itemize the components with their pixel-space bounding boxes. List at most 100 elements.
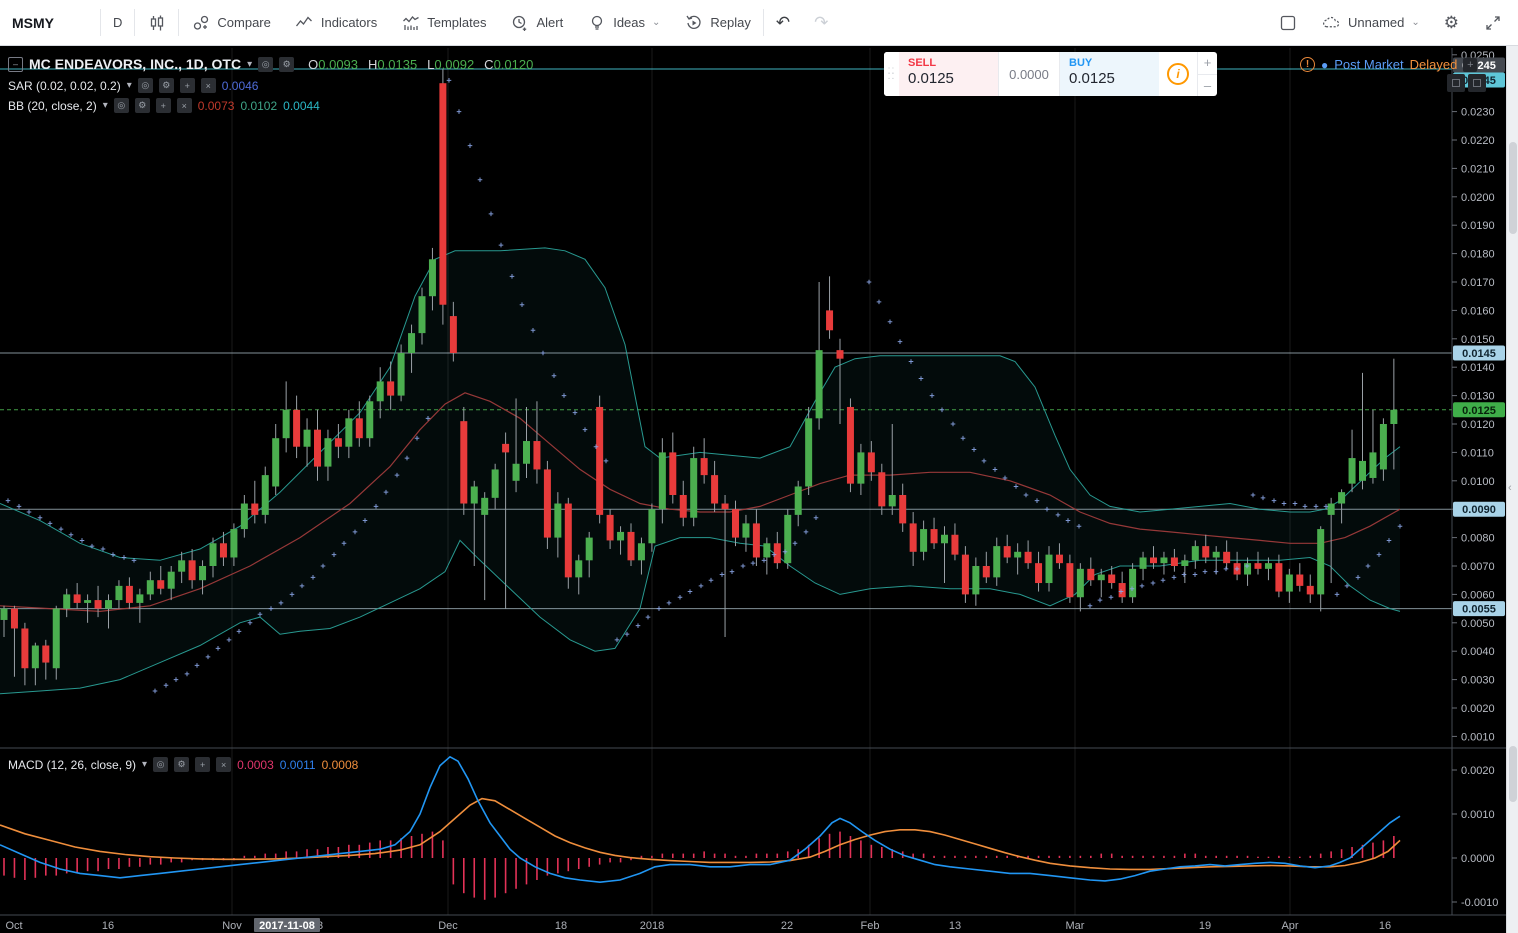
chart-area[interactable]: 0.02500.02400.02300.02200.02100.02000.01… (0, 46, 1518, 933)
eye-icon[interactable]: ◎ (258, 57, 273, 72)
gear-icon[interactable]: ⚙ (159, 78, 174, 93)
post-market-label: Post Market (1334, 57, 1403, 72)
scale-mode-button[interactable] (1468, 74, 1486, 92)
candle-up (1380, 424, 1387, 469)
candle-up (377, 381, 384, 401)
chart-canvas[interactable]: 0.02500.02400.02300.02200.02100.02000.01… (0, 0, 1518, 933)
save-layout-button[interactable]: Unnamed ⌄ (1310, 0, 1432, 45)
candle-down (878, 472, 885, 506)
sar-dot (1098, 598, 1103, 603)
add-icon[interactable]: + (180, 78, 195, 93)
eye-icon[interactable]: ◎ (114, 98, 129, 113)
scale-mode-button[interactable] (1447, 74, 1465, 92)
candle-down (335, 438, 342, 447)
sar-dot (867, 280, 872, 285)
chart-properties-button[interactable]: ⚙ (1432, 0, 1471, 45)
candle-down (544, 469, 551, 537)
add-icon[interactable]: + (195, 757, 210, 772)
candle-up (1014, 552, 1021, 558)
redo-button[interactable]: ↷ (802, 0, 840, 45)
scrollbar-thumb[interactable] (1509, 142, 1517, 234)
ideas-button[interactable]: Ideas ⌄ (575, 0, 672, 45)
sar-dot (248, 621, 253, 626)
add-icon[interactable]: + (156, 98, 171, 113)
templates-icon (401, 13, 420, 32)
interval-button[interactable]: D (101, 0, 134, 45)
candle-up (168, 572, 175, 589)
gear-icon[interactable]: ⚙ (135, 98, 150, 113)
bb-label[interactable]: BB (20, close, 2) (8, 99, 97, 113)
candle-up (857, 452, 864, 483)
eye-icon[interactable]: ◎ (153, 757, 168, 772)
sar-dot (489, 212, 494, 217)
undo-button[interactable]: ↶ (764, 0, 802, 45)
candle-down (1150, 557, 1157, 563)
gear-icon[interactable]: ⚙ (174, 757, 189, 772)
macd-label[interactable]: MACD (12, 26, close, 9) (8, 758, 136, 772)
buy-button[interactable]: BUY 0.0125 (1060, 52, 1159, 96)
chart-title[interactable]: MC ENDEAVORS, INC., 1D, OTC (29, 56, 241, 72)
price-scale-quick-buttons (1447, 74, 1486, 92)
indicators-button[interactable]: Indicators (283, 0, 389, 45)
candle-down (722, 504, 729, 510)
delayed-badge[interactable]: Delayed (1410, 57, 1458, 72)
sar-dot (237, 629, 242, 634)
candle-up (816, 350, 823, 418)
close-icon[interactable]: × (177, 98, 192, 113)
price-axis[interactable] (1452, 48, 1506, 915)
sar-dot (1151, 581, 1156, 586)
close-icon[interactable]: × (216, 757, 231, 772)
candle-up (795, 486, 802, 514)
alert-button[interactable]: Alert (498, 0, 575, 45)
layout-button[interactable] (1267, 0, 1310, 45)
browser-scrollbar[interactable]: ‹ (1506, 46, 1518, 933)
sar-label[interactable]: SAR (0.02, 0.02, 0.2) (8, 79, 121, 93)
fullscreen-button[interactable] (1471, 0, 1518, 45)
legend-menu-icon[interactable]: – (8, 57, 23, 72)
candle-down (607, 515, 614, 541)
candle-up (84, 600, 91, 603)
candle-down (1275, 563, 1282, 591)
increase-button[interactable]: + (1198, 52, 1217, 75)
candle-up (32, 646, 39, 669)
fullscreen-icon (1483, 13, 1502, 32)
candle-down (251, 504, 258, 515)
main-series-legend: – MC ENDEAVORS, INC., 1D, OTC ▾ ◎ ⚙ O0.0… (8, 56, 533, 72)
sar-dot (1088, 603, 1093, 608)
data-problem-icon[interactable]: ! (1300, 57, 1315, 72)
eye-icon[interactable]: ◎ (138, 78, 153, 93)
square-icon (1473, 79, 1481, 87)
trading-info-button[interactable]: i (1159, 52, 1197, 96)
compare-button[interactable]: Compare (179, 0, 282, 45)
sar-dot (751, 561, 756, 566)
templates-button[interactable]: Templates (389, 0, 498, 45)
candle-up (1181, 560, 1188, 566)
macd-hist-value: 0.0003 (237, 758, 274, 772)
candle-down (983, 566, 990, 577)
time-axis[interactable] (0, 915, 1506, 933)
add-alert-plus-icon[interactable]: + (1463, 58, 1477, 72)
sell-button[interactable]: SELL 0.0125 (899, 52, 998, 96)
scrollbar-thumb[interactable] (1509, 746, 1517, 802)
candle-up (1213, 552, 1220, 558)
sar-dot (499, 243, 504, 248)
templates-label: Templates (427, 15, 486, 30)
candle-up (304, 430, 311, 447)
symbol-button[interactable]: MSMY (0, 0, 100, 45)
replay-button[interactable]: Replay (672, 0, 762, 45)
candle-down (42, 646, 49, 663)
chevron-down-icon[interactable]: ▾ (127, 80, 132, 91)
chevron-down-icon[interactable]: ▾ (142, 759, 147, 770)
collapse-scale-arrow-icon[interactable]: ‹ (1508, 482, 1512, 494)
close-icon[interactable]: × (201, 78, 216, 93)
bb-upper-value: 0.0044 (283, 99, 320, 113)
chart-style-button[interactable] (135, 0, 178, 45)
widget-drag-handle[interactable]: ⁚⁚⁚⁚ (884, 52, 899, 96)
sar-dot (447, 78, 452, 83)
chevron-down-icon[interactable]: ▾ (247, 59, 252, 70)
decrease-button[interactable]: – (1198, 75, 1217, 97)
sar-dot (1182, 572, 1187, 577)
chevron-down-icon[interactable]: ▾ (103, 100, 108, 111)
spread-value: 0.0000 (998, 52, 1060, 96)
gear-icon[interactable]: ⚙ (279, 57, 294, 72)
